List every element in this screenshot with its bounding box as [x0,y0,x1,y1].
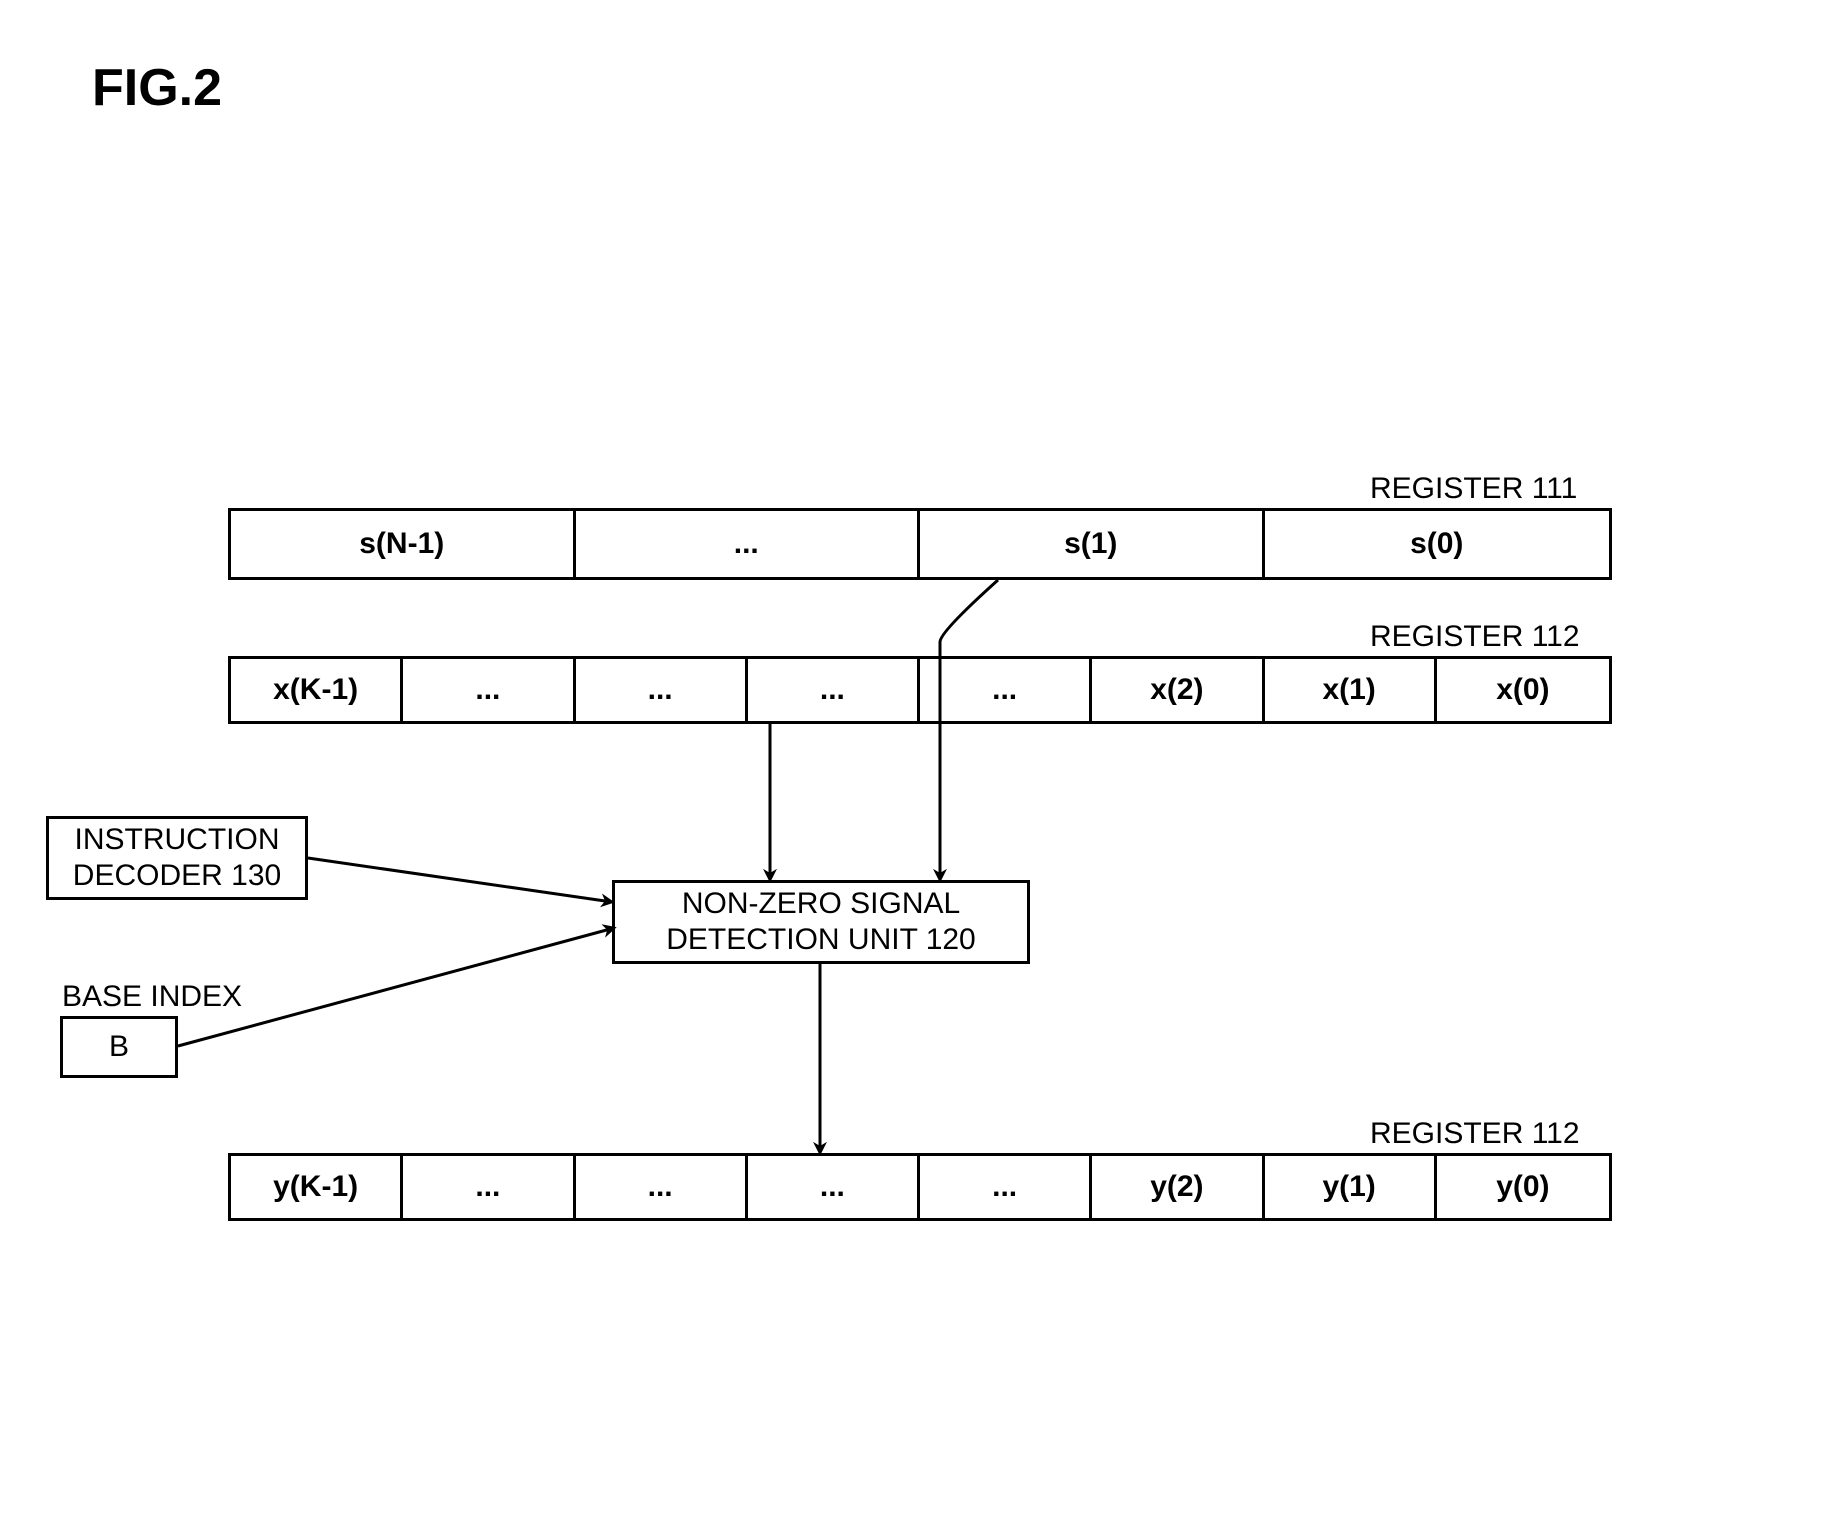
register-112-x-cell-3: ... [748,659,920,721]
detection-unit-line2: DETECTION UNIT 120 [615,922,1027,958]
register-111: s(N-1)...s(1)s(0) [228,508,1612,580]
register-112-y-cell-5: y(2) [1092,1156,1264,1218]
instruction-decoder-line1: INSTRUCTION [49,822,305,858]
detection-unit-box: NON-ZERO SIGNAL DETECTION UNIT 120 [612,880,1030,964]
register-112-x-cell-5: x(2) [1092,659,1264,721]
register-112-y-cell-2: ... [576,1156,748,1218]
instruction-decoder-box: INSTRUCTION DECODER 130 [46,816,308,900]
register-111-cell-3: s(0) [1265,511,1609,577]
register-112-y-cell-6: y(1) [1265,1156,1437,1218]
diagram-canvas: FIG.2 REGISTER 111 REGISTER 112 REGISTER… [0,0,1826,1516]
figure-title: FIG.2 [92,58,222,118]
register-112-y-cell-1: ... [403,1156,575,1218]
label-base-index: BASE INDEX [62,980,242,1014]
register-112-x-cell-0: x(K-1) [231,659,403,721]
register-112-y-cell-7: y(0) [1437,1156,1609,1218]
base-index-value: B [109,1030,129,1064]
register-112-x-cell-4: ... [920,659,1092,721]
register-111-cell-2: s(1) [920,511,1265,577]
base-index-box: B [60,1016,178,1078]
register-112-y-cell-0: y(K-1) [231,1156,403,1218]
label-register-111: REGISTER 111 [1370,472,1577,506]
instruction-decoder-line2: DECODER 130 [49,858,305,894]
label-register-112-y: REGISTER 112 [1370,1117,1580,1151]
register-112-x-cell-6: x(1) [1265,659,1437,721]
register-112-x-cell-7: x(0) [1437,659,1609,721]
register-111-cell-1: ... [576,511,921,577]
label-register-112-x: REGISTER 112 [1370,620,1580,654]
register-111-cell-0: s(N-1) [231,511,576,577]
register-112-y-cell-3: ... [748,1156,920,1218]
arrows-layer [0,0,1826,1516]
detection-unit-line1: NON-ZERO SIGNAL [615,886,1027,922]
register-112-x-cell-1: ... [403,659,575,721]
register-112-y: y(K-1)............y(2)y(1)y(0) [228,1153,1612,1221]
register-112-x: x(K-1)............x(2)x(1)x(0) [228,656,1612,724]
register-112-x-cell-2: ... [576,659,748,721]
register-112-y-cell-4: ... [920,1156,1092,1218]
